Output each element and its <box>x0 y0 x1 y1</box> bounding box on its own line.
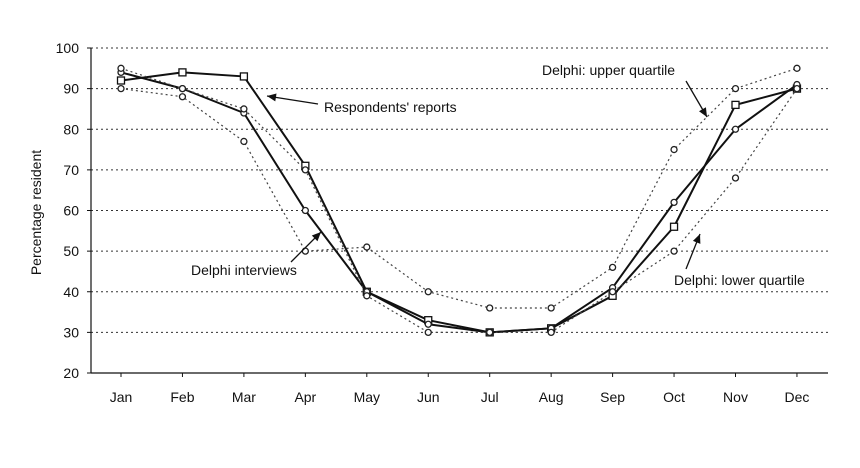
annotation-label: Respondents' reports <box>324 99 457 115</box>
data-point <box>731 100 740 110</box>
data-point <box>669 222 679 231</box>
x-tick-label: Mar <box>232 389 256 405</box>
data-point <box>301 206 310 215</box>
data-point <box>178 84 187 93</box>
data-point <box>731 174 740 182</box>
y-tick-label: 90 <box>63 81 79 97</box>
y-axis-label: Percentage resident <box>28 150 44 275</box>
data-point <box>117 64 125 72</box>
data-point <box>486 304 494 312</box>
series-line <box>120 71 798 334</box>
data-point <box>178 93 187 101</box>
series-line <box>120 67 798 333</box>
data-point <box>240 105 248 113</box>
x-tick-label: Feb <box>170 389 194 405</box>
series-line <box>120 67 798 309</box>
data-point <box>301 166 310 174</box>
annotation-arrowhead <box>311 232 321 242</box>
data-point <box>117 84 125 93</box>
x-tick-label: Jun <box>417 389 440 405</box>
data-point <box>363 243 371 251</box>
data-point <box>608 288 617 296</box>
data-point <box>731 125 740 133</box>
data-point <box>424 320 432 328</box>
data-point <box>424 288 432 296</box>
x-tick-label: Oct <box>663 389 685 405</box>
annotation-arrowhead <box>692 234 701 244</box>
data-point <box>793 84 801 93</box>
x-tick-label: Jan <box>110 389 133 405</box>
series-group <box>116 64 802 337</box>
x-tick-label: Aug <box>539 389 564 405</box>
annotation-label: Delphi interviews <box>191 262 297 278</box>
x-tick-label: May <box>354 389 380 405</box>
data-point <box>670 145 678 154</box>
x-tick-label: Apr <box>294 389 316 405</box>
axes: 20 30 40 50 60 70 80 90 100 Jan Feb Mar Apr May Jun Jul… <box>28 40 828 405</box>
data-point <box>670 247 678 255</box>
y-tick-label: 50 <box>63 243 79 259</box>
annotation-label: Delphi: lower quartile <box>674 272 805 288</box>
data-point <box>116 76 126 85</box>
annotation-arrowhead <box>267 93 277 102</box>
data-point <box>547 304 555 312</box>
data-point <box>547 328 555 337</box>
data-point <box>363 292 371 300</box>
data-point <box>608 263 617 272</box>
y-tick-label: 80 <box>63 121 79 137</box>
annotation-label: Delphi: upper quartile <box>542 62 675 78</box>
y-tick-label: 20 <box>63 365 79 381</box>
annotation-arrowhead <box>699 107 707 117</box>
y-tick-label: 70 <box>63 162 79 178</box>
series-line <box>120 71 798 334</box>
x-tick-label: Dec <box>784 389 809 405</box>
x-tick-label: Sep <box>600 389 625 405</box>
data-point <box>424 328 432 337</box>
data-point <box>670 198 678 207</box>
y-tick-label: 100 <box>56 40 80 56</box>
y-tick-label: 30 <box>63 324 79 340</box>
x-tick-label: Jul <box>481 389 499 405</box>
x-tick-label: Nov <box>723 389 748 405</box>
data-point <box>239 72 249 81</box>
annotations: Respondents' reports Delphi interviews Del… <box>191 62 805 288</box>
data-point <box>486 328 494 337</box>
data-point <box>240 137 248 146</box>
gridlines <box>91 47 828 333</box>
data-point <box>731 84 740 93</box>
y-tick-label: 60 <box>63 203 79 219</box>
data-point <box>793 64 801 72</box>
y-tick-label: 40 <box>63 284 79 300</box>
data-point <box>178 68 187 77</box>
